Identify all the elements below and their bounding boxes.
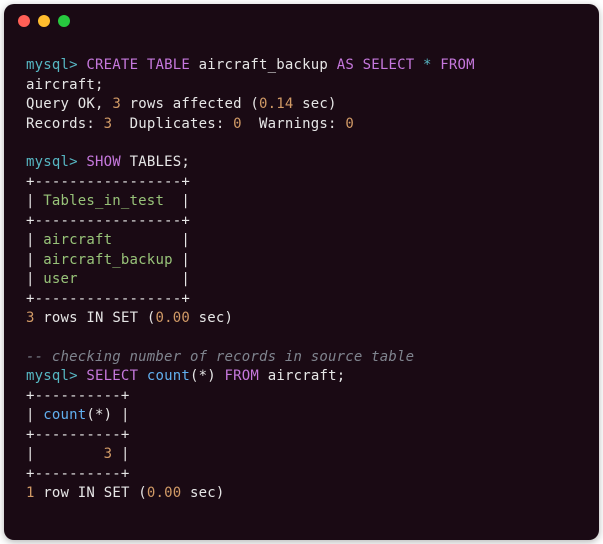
titlebar: [4, 4, 599, 33]
column-header: Tables_in_test: [43, 193, 164, 209]
prompt: mysql>: [26, 368, 78, 384]
text: (: [138, 310, 155, 326]
number: 0.00: [147, 485, 182, 501]
identifier: aircraft: [26, 77, 95, 93]
table-border: +----------+: [26, 465, 577, 485]
star: *: [423, 57, 432, 73]
text: rows affected (: [121, 96, 259, 112]
table-cell: aircraft_backup: [43, 252, 172, 268]
table-border: +-----------------+: [26, 173, 577, 193]
text: Query OK,: [26, 96, 104, 112]
table-row: | aircraft_backup |: [26, 251, 577, 271]
keyword: CREATE TABLE: [86, 57, 190, 73]
text: rows: [35, 310, 87, 326]
number: 1: [26, 485, 35, 501]
column-header: (*): [86, 407, 112, 423]
number: 3: [112, 96, 121, 112]
terminal-window: mysql> CREATE TABLE aircraft_backup AS S…: [4, 4, 599, 540]
keyword: IN: [86, 310, 103, 326]
close-icon[interactable]: [18, 15, 30, 27]
args: (*): [190, 368, 216, 384]
table-row: | user |: [26, 270, 577, 290]
prompt: mysql>: [26, 57, 78, 73]
identifier: aircraft: [268, 368, 337, 384]
query-2-footer: 3 rows IN SET (0.00 sec): [26, 309, 577, 329]
table-header: | Tables_in_test |: [26, 192, 577, 212]
function: count: [147, 368, 190, 384]
keyword: SET: [104, 485, 130, 501]
query-1-line-2: aircraft;: [26, 76, 577, 96]
query-1-result-1: Query OK, 3 rows affected (0.14 sec): [26, 95, 577, 115]
table-cell: user: [43, 271, 78, 287]
keyword: SHOW: [86, 154, 121, 170]
text: (: [130, 485, 147, 501]
query-1-result-2: Records: 3 Duplicates: 0 Warnings: 0: [26, 115, 577, 135]
semicolon: ;: [181, 154, 190, 170]
table-cell: aircraft: [43, 232, 112, 248]
minimize-icon[interactable]: [38, 15, 50, 27]
number: 0.14: [259, 96, 294, 112]
keyword: AS: [337, 57, 354, 73]
number: 0: [345, 116, 354, 132]
text: Records:: [26, 116, 104, 132]
keyword: SELECT: [363, 57, 415, 73]
comment-text: -- checking number of records in source …: [26, 349, 414, 365]
identifier: TABLES: [130, 154, 182, 170]
query-3-footer: 1 row IN SET (0.00 sec): [26, 484, 577, 504]
prompt: mysql>: [26, 154, 78, 170]
table-border: +-----------------+: [26, 290, 577, 310]
text: Warnings:: [242, 116, 346, 132]
comment: -- checking number of records in source …: [26, 348, 577, 368]
table-border: +-----------------+: [26, 212, 577, 232]
keyword: SET: [112, 310, 138, 326]
query-2: mysql> SHOW TABLES;: [26, 153, 577, 173]
table-header: | count(*) |: [26, 406, 577, 426]
text: row: [35, 485, 78, 501]
text: sec): [190, 310, 233, 326]
semicolon: ;: [95, 77, 104, 93]
keyword: FROM: [440, 57, 475, 73]
number: 3: [26, 310, 35, 326]
number: 0: [233, 116, 242, 132]
column-header: count: [43, 407, 86, 423]
query-3: mysql> SELECT count(*) FROM aircraft;: [26, 367, 577, 387]
table-border: +----------+: [26, 387, 577, 407]
text: sec): [294, 96, 337, 112]
identifier: aircraft_backup: [199, 57, 328, 73]
terminal-content: mysql> CREATE TABLE aircraft_backup AS S…: [4, 33, 599, 514]
table-row: | 3 |: [26, 445, 577, 465]
text: sec): [181, 485, 224, 501]
semicolon: ;: [337, 368, 346, 384]
table-border: +----------+: [26, 426, 577, 446]
maximize-icon[interactable]: [58, 15, 70, 27]
keyword: FROM: [225, 368, 260, 384]
text: Duplicates:: [112, 116, 233, 132]
keyword: SELECT: [86, 368, 138, 384]
number: 0.00: [155, 310, 190, 326]
keyword: IN: [78, 485, 95, 501]
query-1-line-1: mysql> CREATE TABLE aircraft_backup AS S…: [26, 56, 577, 76]
table-row: | aircraft |: [26, 231, 577, 251]
